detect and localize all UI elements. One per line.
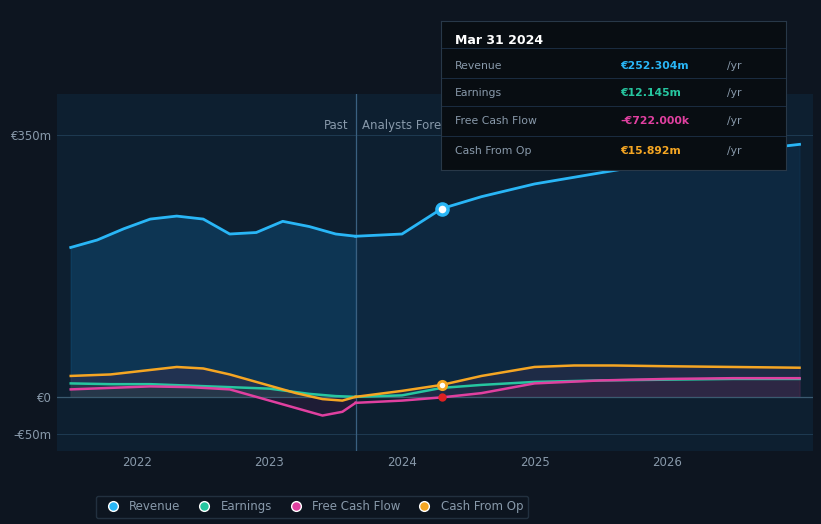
- Text: €252.304m: €252.304m: [620, 61, 689, 71]
- Text: Earnings: Earnings: [455, 88, 502, 97]
- Text: €12.145m: €12.145m: [620, 88, 681, 97]
- Text: Revenue: Revenue: [455, 61, 502, 71]
- Text: Analysts Forecasts: Analysts Forecasts: [362, 119, 472, 132]
- Text: /yr: /yr: [727, 116, 741, 126]
- Text: Cash From Op: Cash From Op: [455, 146, 531, 156]
- Text: -€722.000k: -€722.000k: [620, 116, 689, 126]
- Text: Mar 31 2024: Mar 31 2024: [455, 34, 543, 47]
- Legend: Revenue, Earnings, Free Cash Flow, Cash From Op: Revenue, Earnings, Free Cash Flow, Cash …: [96, 496, 528, 518]
- Text: €15.892m: €15.892m: [620, 146, 681, 156]
- Text: /yr: /yr: [727, 61, 741, 71]
- Text: Free Cash Flow: Free Cash Flow: [455, 116, 537, 126]
- Text: Past: Past: [324, 119, 349, 132]
- Text: /yr: /yr: [727, 88, 741, 97]
- Text: /yr: /yr: [727, 146, 741, 156]
